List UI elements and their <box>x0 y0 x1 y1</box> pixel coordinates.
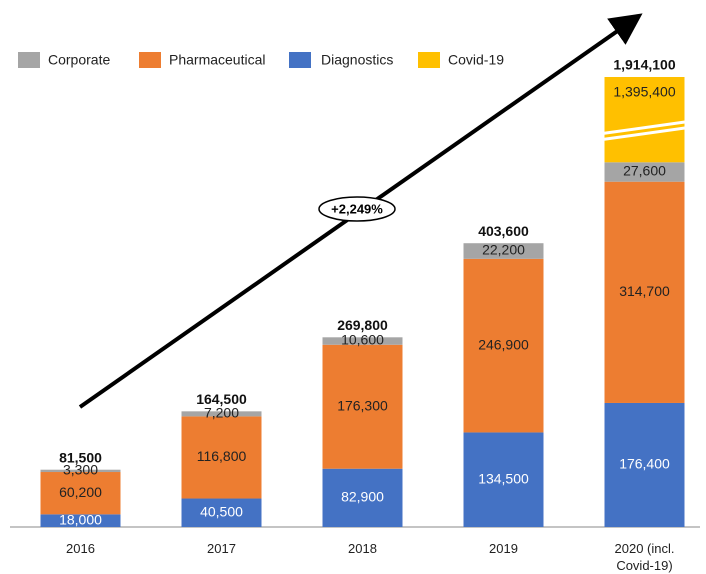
bar-segment <box>604 181 685 403</box>
segment-label: 22,200 <box>482 242 525 258</box>
segment-label: 82,900 <box>341 489 384 505</box>
segment-label: 3,300 <box>63 462 98 478</box>
total-label: 81,500 <box>59 449 102 465</box>
segment-label: 176,400 <box>619 456 670 472</box>
bar-segment <box>40 514 121 527</box>
axis-break <box>601 126 688 142</box>
bar-segment <box>463 258 544 433</box>
segment-label: 40,500 <box>200 503 243 519</box>
segment-label: 116,800 <box>197 448 247 464</box>
bar-segment <box>604 162 685 182</box>
total-label: 403,600 <box>478 223 529 239</box>
bar-segment <box>322 468 403 527</box>
legend-label: Diagnostics <box>321 52 393 68</box>
total-label: 269,800 <box>337 317 388 333</box>
segment-label: 18,000 <box>59 511 102 527</box>
segment-label: 27,600 <box>623 163 666 179</box>
bar-segment <box>322 337 403 345</box>
bar-segment <box>463 243 544 259</box>
annotation: +2,249% <box>331 201 383 216</box>
total-label: 1,914,100 <box>613 57 675 73</box>
legend-label: Corporate <box>48 52 110 68</box>
bar-segment <box>40 469 121 473</box>
segment-label: 314,700 <box>619 283 670 299</box>
legend-label: Covid-19 <box>448 52 504 68</box>
segment-label: 246,900 <box>478 336 529 352</box>
segment-label: 60,200 <box>59 484 102 500</box>
segment-label: 176,300 <box>337 397 388 413</box>
annotation-ellipse <box>318 196 396 222</box>
x-tick-label: 2016 <box>66 541 95 556</box>
x-tick-label: 2018 <box>348 541 377 556</box>
bar-segment <box>40 472 121 515</box>
segment-label: 10,600 <box>341 332 384 348</box>
legend-swatch <box>18 52 40 68</box>
axis-break <box>601 120 688 136</box>
legend-swatch <box>418 52 440 68</box>
segment-label: 134,500 <box>478 470 529 486</box>
segment-label: 7,200 <box>204 405 239 421</box>
bar-segment <box>181 411 262 417</box>
total-label: 164,500 <box>196 391 247 407</box>
legend-label: Pharmaceutical <box>169 52 266 68</box>
bar-segment <box>322 344 403 469</box>
bar-segment <box>181 416 262 499</box>
legend-swatch <box>289 52 311 68</box>
x-tick-label: 2019 <box>489 541 518 556</box>
legend-swatch <box>139 52 161 68</box>
bar-segment <box>181 498 262 527</box>
segment-label: 1,395,400 <box>613 84 675 100</box>
bar-segment <box>604 77 685 163</box>
x-tick-label: 2020 (incl. Covid-19) <box>614 541 675 573</box>
bar-segment <box>463 432 544 527</box>
bar-segment <box>604 402 685 527</box>
x-tick-label: 2017 <box>207 541 236 556</box>
